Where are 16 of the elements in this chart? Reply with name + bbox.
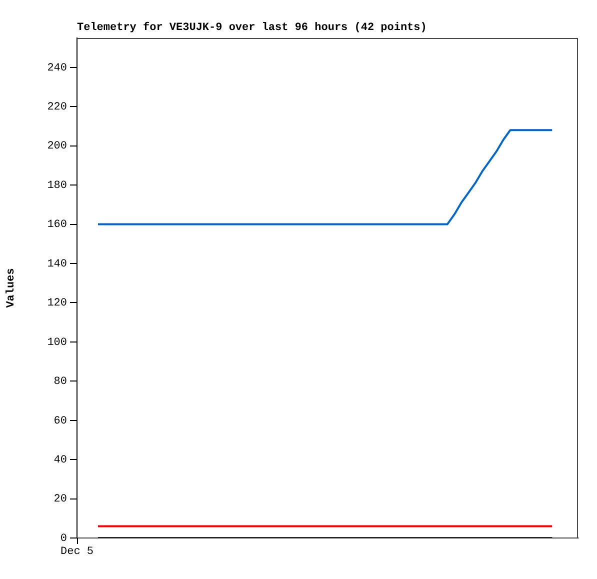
y-tick-label: 200 <box>47 140 67 153</box>
y-tick-label: 20 <box>54 494 67 506</box>
y-tick-label: 60 <box>54 415 67 428</box>
y-tick-label: 220 <box>47 102 67 114</box>
y-tick-label: 140 <box>47 258 67 270</box>
y-tick-label: 100 <box>47 336 67 349</box>
y-tick-label: 160 <box>47 219 67 232</box>
y-tick-label: 180 <box>47 180 67 192</box>
y-tick-label: 0 <box>60 532 67 545</box>
y-tick-label: 240 <box>47 62 67 74</box>
y-tick-label: 120 <box>47 298 67 310</box>
chart-title: Telemetry for VE3UJK-9 over last 96 hours (42 points) <box>77 22 427 34</box>
y-tick-label: 80 <box>54 376 67 388</box>
y-tick-label: 40 <box>54 454 67 466</box>
text: Dec 5 <box>60 546 94 558</box>
y-axis-title: Values <box>5 268 18 308</box>
